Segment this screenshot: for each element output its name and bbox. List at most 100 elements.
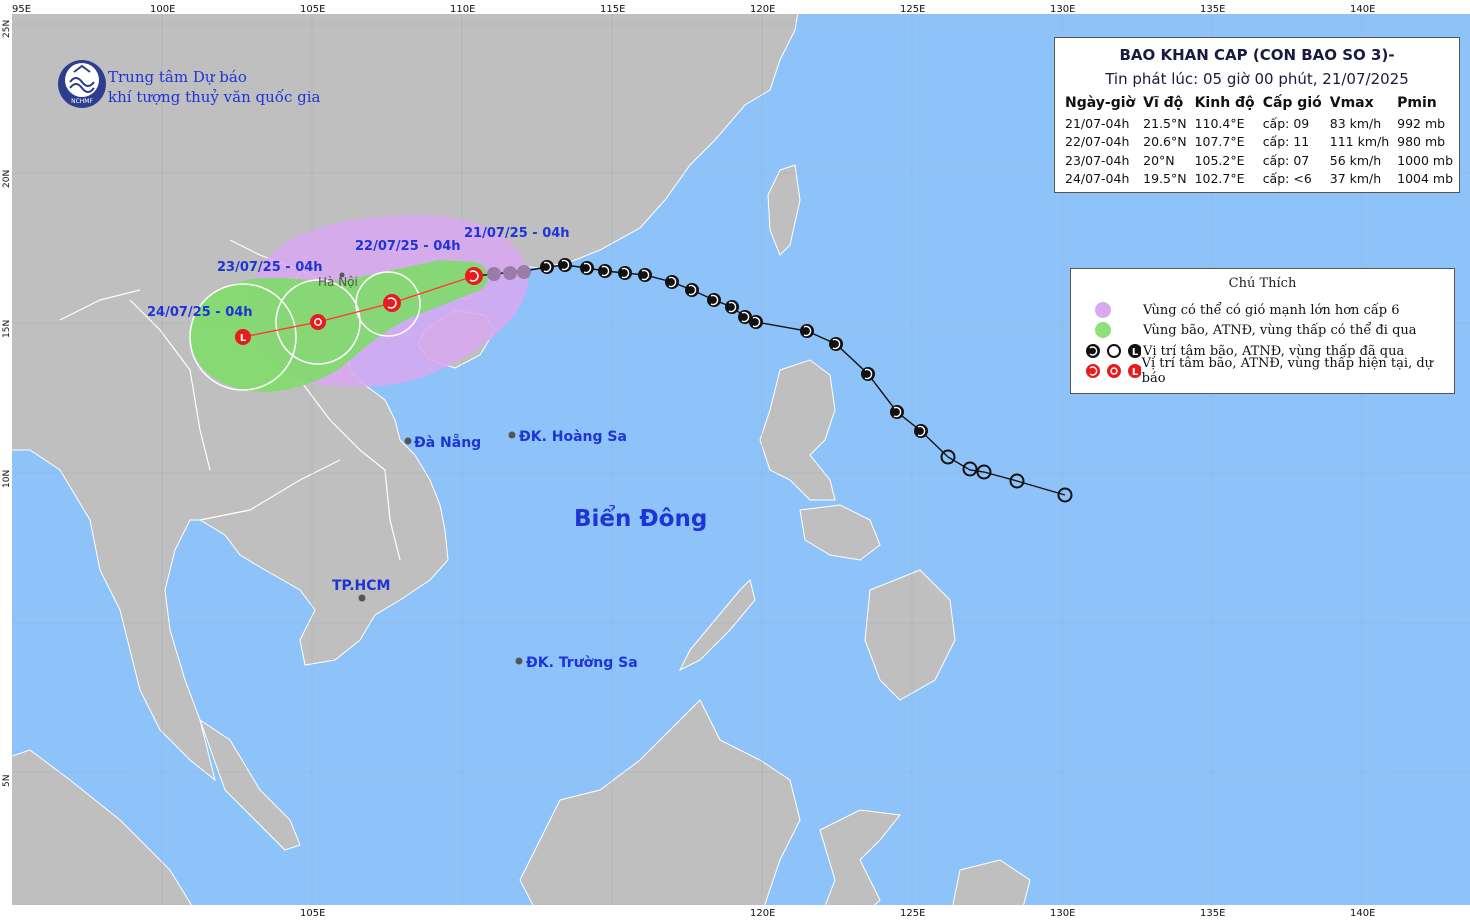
legend-item: L Vị trí tâm bão, ATNĐ, vùng thấp đã qua <box>1081 341 1404 361</box>
lon-label: 130E <box>1050 908 1075 919</box>
lon-label: 140E <box>1350 908 1375 919</box>
place-hcm: TP.HCM <box>332 578 390 594</box>
lat-label: 5N <box>2 775 12 787</box>
recent-storm-marker <box>503 266 517 280</box>
legend-title: Chú Thích <box>1228 276 1297 291</box>
lon-label: 140E <box>1350 4 1375 15</box>
cell: 20°N <box>1143 152 1175 168</box>
cell: cấp: 11 <box>1262 134 1310 150</box>
col-header: Vĩ độ <box>1143 95 1184 111</box>
past-storm-marker <box>540 260 554 274</box>
recent-storm-marker <box>517 265 531 279</box>
lat-label: 25N <box>2 20 12 38</box>
lon-label: 105E <box>300 908 325 919</box>
past-storm-marker <box>725 300 739 314</box>
cell: 21.5°N <box>1143 115 1187 131</box>
track-cone-zone <box>190 260 488 392</box>
lon-labels-top: 95E 100E 105E 110E 115E 120E 125E 130E 1… <box>12 4 1375 15</box>
cell: cấp: <6 <box>1262 171 1312 187</box>
legend-item: Vùng bão, ATNĐ, vùng thấp có thể đi qua <box>1081 320 1417 340</box>
recent-storm-markers <box>487 265 531 281</box>
cell: 21/07-04h <box>1065 115 1130 131</box>
lon-label: 115E <box>600 4 625 15</box>
lat-label: 15N <box>2 320 12 338</box>
cell: 20.6°N <box>1143 134 1187 150</box>
col-header: Cấp gió <box>1262 95 1322 111</box>
svg-text:L: L <box>240 333 247 344</box>
col-header: Ngày-giờ <box>1065 95 1136 111</box>
land-mainland <box>0 0 801 782</box>
lon-label: 135E <box>1200 4 1225 15</box>
sea-name: Biển Đông <box>574 504 707 532</box>
forecast-storm-marker <box>383 294 401 312</box>
past-storm-marker <box>638 268 652 282</box>
current-storm-marker <box>465 267 483 285</box>
lat-label: 20N <box>2 170 12 188</box>
past-storm-marker <box>685 283 699 297</box>
past-depression-marker <box>976 464 992 480</box>
forecast-label-22: 22/07/25 - 04h <box>355 239 461 254</box>
cell: 110.4°E <box>1194 115 1245 131</box>
cell: 107.7°E <box>1194 134 1245 150</box>
cell: 83 km/h <box>1329 115 1382 131</box>
land-borneo <box>519 699 801 920</box>
lon-label: 120E <box>750 908 775 919</box>
cell: cấp: 07 <box>1262 152 1310 168</box>
place-truongsa: ĐK. Trường Sa <box>526 655 638 671</box>
past-depression-markers <box>940 449 1073 503</box>
lon-labels-bottom: 105E 120E 125E 130E 135E 140E <box>300 908 1375 919</box>
cell: 980 mb <box>1397 134 1446 150</box>
cell: 1000 mb <box>1397 152 1454 168</box>
org-name-line1: Trung tâm Dự báo <box>108 68 247 86</box>
col-header: Pmin <box>1397 95 1437 111</box>
land-sulawesi <box>819 809 901 920</box>
lat-label: 10N <box>2 470 12 488</box>
past-storm-marker <box>914 424 928 438</box>
track-zone-swatch-icon <box>1095 322 1111 338</box>
forecast-label-21: 21/07/25 - 04h <box>464 226 570 241</box>
cell: 102.7°E <box>1194 171 1245 187</box>
top-coordinate-strip <box>0 0 1470 14</box>
land-taiwan <box>767 164 801 256</box>
land-luzon <box>759 359 836 501</box>
svg-text:L: L <box>1132 347 1139 358</box>
forecast-table: Ngày-giờ Vĩ độ Kinh độ Cấp gió Vmax Pmin… <box>1061 95 1457 188</box>
lon-label: 105E <box>300 4 325 15</box>
cell: 56 km/h <box>1329 152 1382 168</box>
past-storm-marker <box>707 293 721 307</box>
place-hoangsa: ĐK. Hoàng Sa <box>519 429 627 445</box>
bulletin-title: BAO KHAN CAP (CON BAO SO 3)- <box>1119 46 1395 64</box>
cell: 111 km/h <box>1329 134 1390 150</box>
land-palawan <box>678 579 756 672</box>
lat-labels-left: 25N 20N 15N 10N 5N <box>2 20 12 787</box>
forecast-label-23: 23/07/25 - 04h <box>217 260 323 275</box>
place-hanoi: Hà Nội <box>318 275 358 289</box>
org-name-line2: khí tượng thuỷ văn quốc gia <box>108 88 321 106</box>
cell: 1004 mb <box>1397 171 1454 187</box>
forecast-markers-icon: L <box>1086 364 1141 378</box>
cell: 22/07-04h <box>1065 134 1130 150</box>
table-row: 22/07-04h 20.6°N 107.7°E cấp: 11 111 km/h 980… <box>1061 133 1457 152</box>
past-depression-marker <box>1057 487 1073 503</box>
lon-label: 135E <box>1200 908 1225 919</box>
cell: 23/07-04h <box>1065 152 1130 168</box>
past-storm-marker <box>800 324 814 338</box>
past-storm-marker <box>665 275 679 289</box>
forecast-low-marker: L <box>235 329 251 345</box>
legend-label: Vị trí tâm bão, ATNĐ, vùng thấp hiện tại… <box>1141 356 1434 386</box>
col-header: Kinh độ <box>1194 95 1255 111</box>
cell: 19.5°N <box>1143 171 1187 187</box>
land-malay-peninsula <box>199 718 301 851</box>
forecast-time-labels: 21/07/25 - 04h 22/07/25 - 04h 23/07/25 -… <box>147 226 570 320</box>
past-depression-marker <box>1009 473 1025 489</box>
cell: cấp: 09 <box>1262 115 1310 131</box>
lon-label: 130E <box>1050 4 1075 15</box>
past-storm-marker <box>580 261 594 275</box>
past-storm-marker <box>618 266 632 280</box>
past-storm-marker <box>598 264 612 278</box>
legend-item: L Vị trí tâm bão, ATNĐ, vùng thấp hiện t… <box>1081 356 1454 386</box>
lon-label: 120E <box>750 4 775 15</box>
past-storm-marker <box>829 337 843 351</box>
place-markers: Hà Nội Đà Nẵng ĐK. Hoàng Sa TP.HCM ĐK. T… <box>318 272 638 671</box>
past-storm-markers <box>540 258 928 438</box>
